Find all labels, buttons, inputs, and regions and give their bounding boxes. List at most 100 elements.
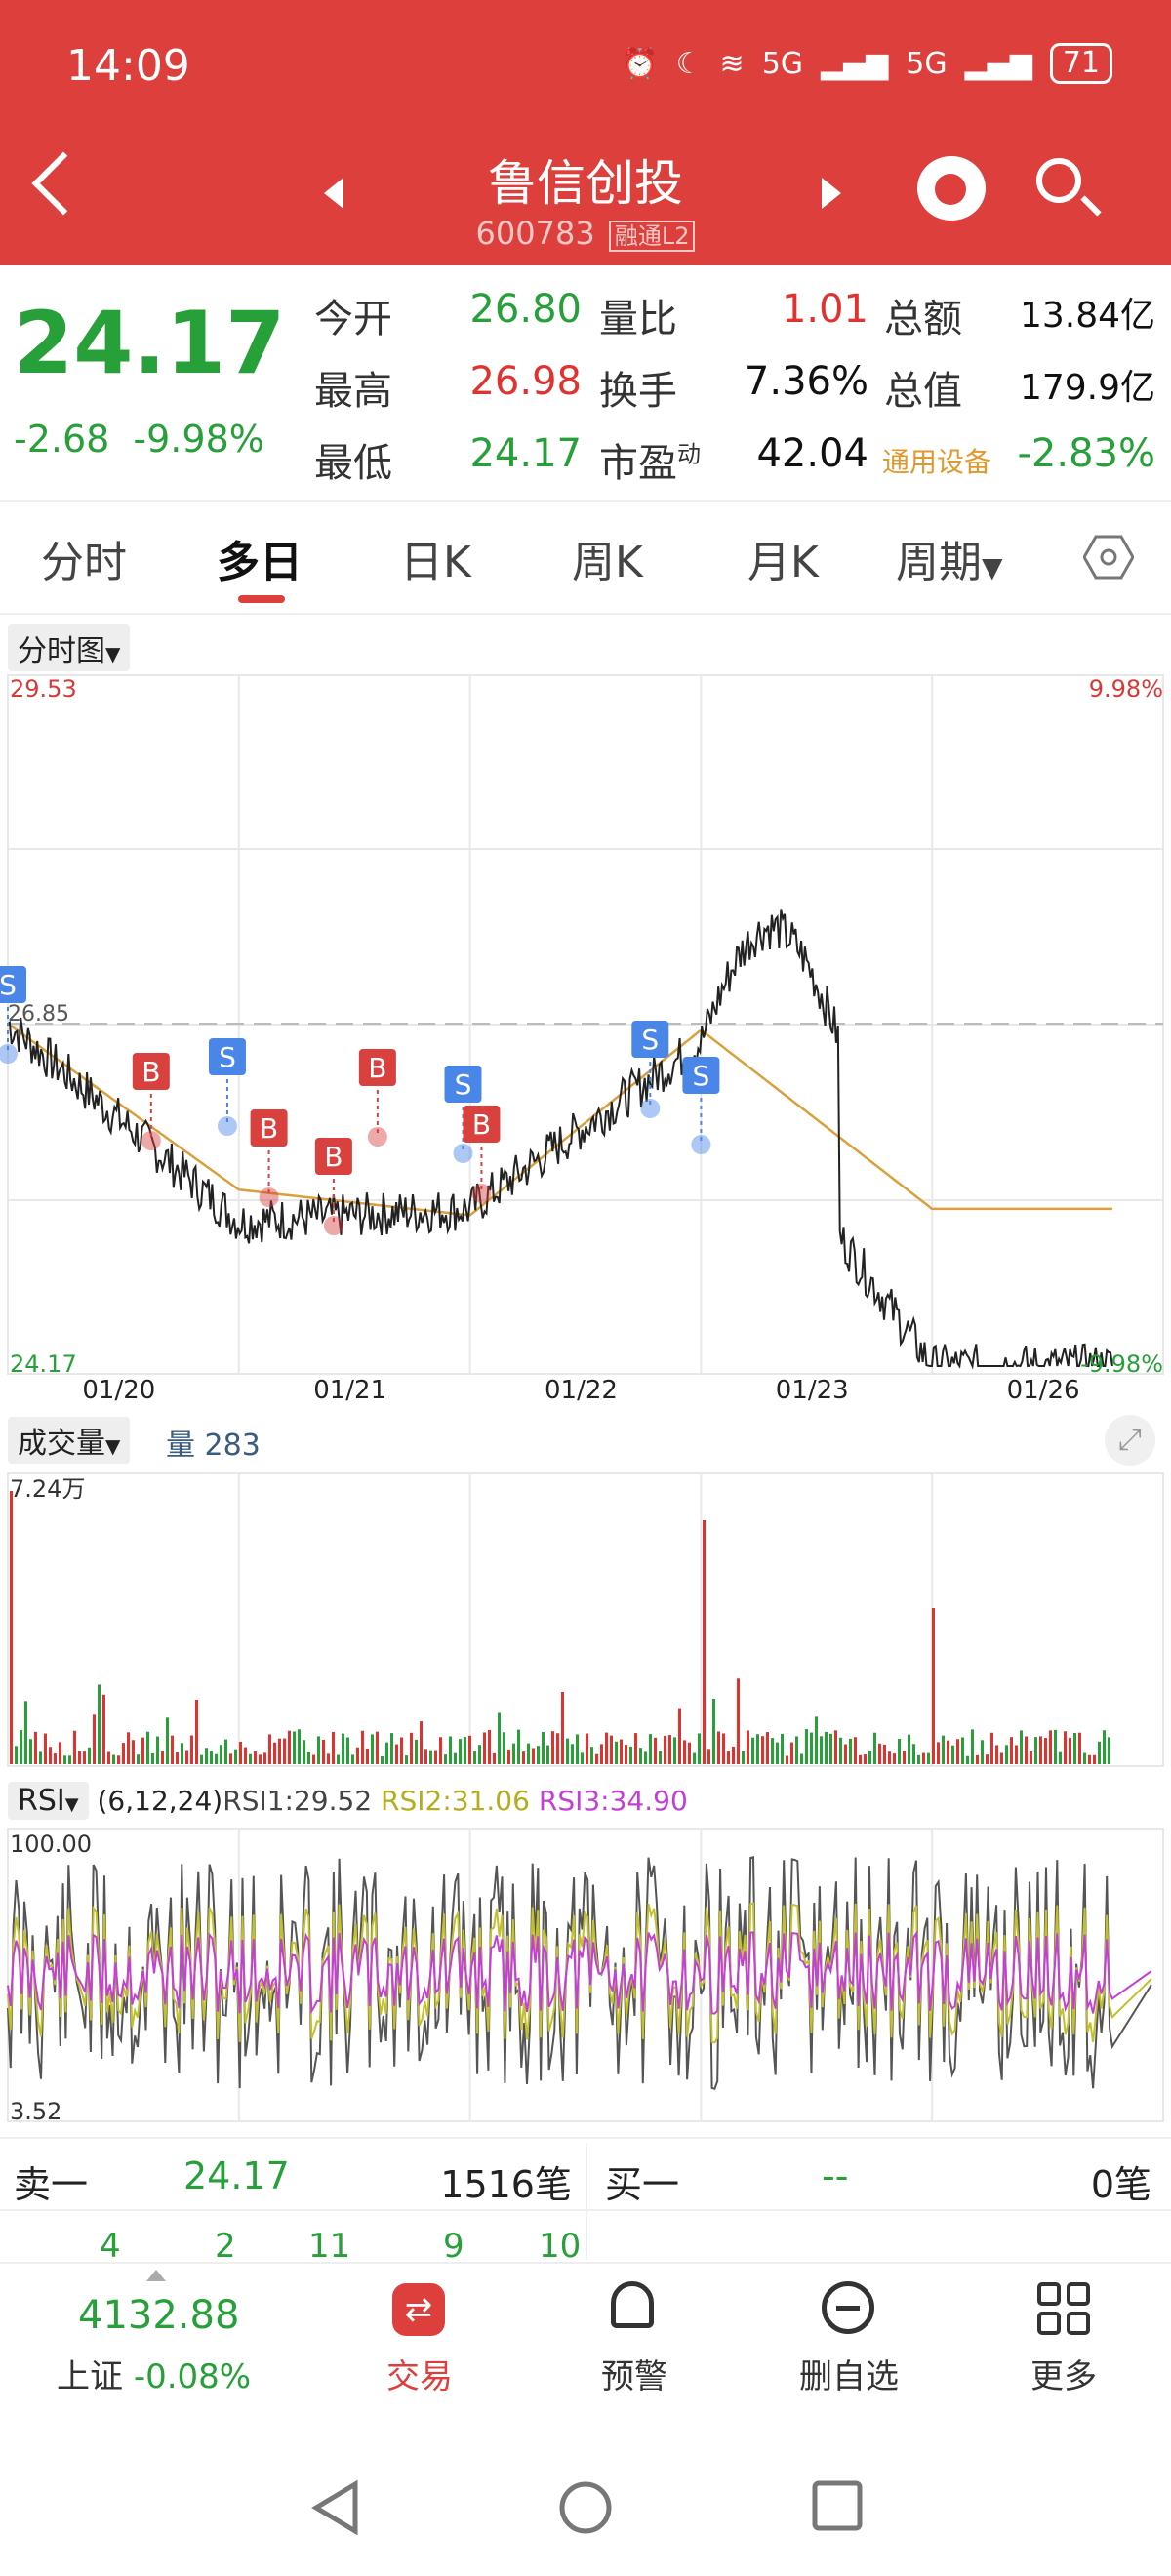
quote-value: 13.84亿 (1019, 296, 1155, 336)
index-info[interactable]: 上证 -0.08% (57, 2350, 251, 2397)
volume-bar (781, 1733, 784, 1764)
prev-stock-icon[interactable] (324, 178, 343, 209)
volume-bar (903, 1751, 906, 1764)
volume-bar (668, 1735, 671, 1764)
volume-bar (776, 1742, 779, 1764)
volume-bar (166, 1717, 169, 1764)
volume-bar (361, 1730, 364, 1764)
signal-s: S (0, 966, 26, 1064)
signal-b: B (314, 1138, 352, 1235)
divider (586, 2143, 587, 2260)
volume-bar (132, 1740, 135, 1764)
rsi-max-label: 100.00 (10, 1831, 92, 1858)
alarm-icon: ⏰ (622, 46, 659, 81)
change-value: -2.68 (14, 418, 110, 461)
volume-bar (639, 1748, 642, 1764)
expand-icon[interactable]: ⤢ (1105, 1415, 1155, 1466)
sector-label[interactable]: 通用设备 (882, 446, 992, 478)
expand-up-icon[interactable] (146, 2270, 166, 2281)
volume-bar (717, 1731, 720, 1764)
tab-fenshi[interactable]: 分时 (41, 538, 127, 587)
signal-b: B (132, 1053, 170, 1150)
volume-bar (834, 1730, 837, 1764)
divider (0, 2209, 1171, 2211)
volume-bar (400, 1737, 403, 1764)
volume-bar (54, 1753, 57, 1764)
volume-bar (951, 1745, 954, 1764)
stock-name: 鲁信创投 (488, 155, 683, 212)
mascot-icon[interactable] (917, 156, 986, 221)
volume-bar (268, 1734, 271, 1764)
system-home-icon[interactable] (556, 2478, 615, 2537)
date-label: 01/26 (1006, 1376, 1080, 1405)
nav-label: 更多 (1030, 2357, 1097, 2396)
volume-bar (176, 1752, 179, 1764)
quote-label: 今开 (314, 297, 392, 342)
volume-bar (229, 1753, 232, 1764)
volume-bar (620, 1739, 623, 1764)
volume-bar (498, 1712, 501, 1764)
tab-period[interactable]: 周期▼ (896, 527, 1003, 589)
volume-selector[interactable]: 成交量▼ (8, 1417, 131, 1464)
volume-bar (966, 1755, 969, 1764)
volume-bar (215, 1753, 218, 1764)
tab-daily-k[interactable]: 日K (400, 538, 471, 587)
volume-bar (751, 1737, 754, 1764)
volume-bar (1005, 1745, 1008, 1764)
volume-bar (649, 1734, 652, 1764)
system-recents-icon[interactable] (810, 2478, 865, 2533)
volume-bar (698, 1733, 701, 1764)
rsi-chart[interactable]: 100.00 3.52 (0, 1827, 1171, 2123)
tab-multiday[interactable]: 多日 (217, 538, 303, 587)
date-label: 01/21 (313, 1376, 387, 1405)
volume-bar (532, 1748, 535, 1764)
chart-type-selector[interactable]: 分时图▼ (8, 624, 131, 671)
bell-icon (611, 2281, 654, 2328)
volume-bar (434, 1750, 437, 1764)
nav-more[interactable]: 更多 (986, 2277, 1142, 2424)
volume-bar (947, 1740, 949, 1764)
volume-bar (483, 1732, 486, 1764)
battery-icon: 71 (1049, 43, 1112, 84)
volume-bar (429, 1750, 432, 1764)
search-icon[interactable] (1036, 158, 1081, 203)
settings-icon[interactable] (1083, 535, 1134, 580)
nav-trade[interactable]: ⇄ 交易 (342, 2277, 498, 2424)
volume-bar (537, 1746, 540, 1764)
volume-bar (625, 1745, 627, 1764)
tab-weekly-k[interactable]: 周K (572, 538, 643, 587)
volume-bar (342, 1733, 344, 1764)
index-value[interactable]: 4132.88 (78, 2293, 240, 2338)
volume-bar (1083, 1752, 1086, 1764)
volume-bar (1059, 1751, 1062, 1764)
volume-bar (849, 1738, 852, 1764)
signal-label: S (641, 1024, 659, 1056)
tab-monthly-k[interactable]: 月K (747, 538, 819, 587)
volume-bar (512, 1743, 515, 1764)
volume-bar (893, 1753, 896, 1764)
system-back-icon[interactable] (310, 2478, 361, 2537)
rsi-selector[interactable]: RSI▼ (8, 1782, 89, 1820)
volume-bar (1000, 1752, 1003, 1764)
volume-bar (795, 1736, 798, 1764)
divider (0, 613, 1171, 615)
volume-bar (561, 1691, 564, 1764)
nav-remove-watchlist[interactable]: 删自选 (771, 2277, 927, 2424)
volume-chart[interactable]: 7.24万 (0, 1471, 1171, 1768)
volume-bar (259, 1754, 262, 1764)
stock-badges: 融通L2 (608, 221, 696, 252)
volume-bar (556, 1733, 559, 1764)
volume-bar (371, 1734, 374, 1764)
signal-label: B (141, 1056, 160, 1088)
volume-bar (761, 1736, 764, 1764)
volume-bar (932, 1608, 935, 1764)
rsi1-value: RSI1:29.52 (222, 1785, 373, 1817)
volume-bar (322, 1739, 325, 1764)
volume-bar (917, 1754, 920, 1764)
nav-alert[interactable]: 预警 (556, 2277, 712, 2424)
next-stock-icon[interactable] (822, 178, 841, 209)
y-max-label: 29.53 (10, 675, 77, 703)
pe-sup: 动 (677, 440, 701, 468)
volume-bar (317, 1736, 320, 1764)
